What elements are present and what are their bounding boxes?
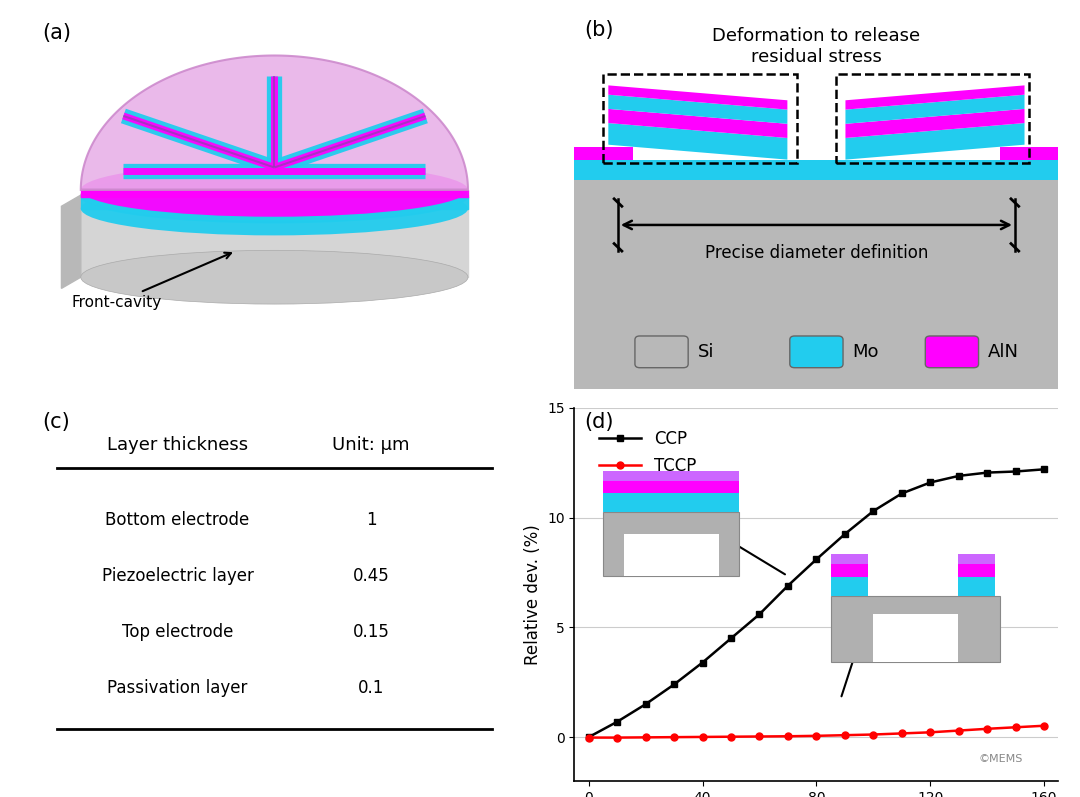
TCCP (953, 726, 966, 736)
Text: 1: 1 (366, 511, 377, 528)
Ellipse shape (81, 163, 468, 217)
Bar (624, 534, 718, 575)
Polygon shape (608, 95, 787, 124)
Bar (604, 481, 739, 493)
Bar (831, 554, 868, 564)
Text: (b): (b) (584, 20, 613, 40)
Bar (831, 564, 868, 576)
Ellipse shape (81, 250, 468, 304)
Polygon shape (62, 195, 81, 289)
CCP (582, 732, 595, 742)
Bar (604, 512, 739, 575)
Ellipse shape (81, 170, 468, 223)
Bar (604, 471, 739, 481)
TCCP (582, 732, 595, 742)
FancyBboxPatch shape (635, 336, 688, 367)
Text: (c): (c) (42, 411, 70, 431)
Text: ©MEMS: ©MEMS (978, 754, 1023, 764)
TCCP (697, 732, 710, 742)
Text: 0.1: 0.1 (357, 679, 384, 697)
Ellipse shape (81, 182, 468, 235)
Polygon shape (608, 85, 787, 110)
CCP (867, 506, 880, 516)
Polygon shape (608, 109, 787, 138)
CCP (725, 634, 738, 643)
Text: Precise diameter definition: Precise diameter definition (705, 244, 928, 261)
Line: TCCP: TCCP (585, 722, 1048, 741)
CCP (667, 680, 680, 689)
Text: Layer thickness: Layer thickness (107, 436, 248, 454)
Bar (958, 554, 996, 564)
CCP (1038, 465, 1051, 474)
Polygon shape (81, 56, 468, 190)
TCCP (610, 732, 623, 742)
TCCP (725, 732, 738, 741)
CCP (923, 477, 936, 487)
Bar (836, 74, 1029, 163)
CCP (838, 529, 851, 539)
Text: 0.15: 0.15 (353, 622, 390, 641)
Line: CCP: CCP (585, 465, 1048, 740)
FancyBboxPatch shape (789, 336, 843, 367)
FancyBboxPatch shape (926, 336, 978, 367)
Ellipse shape (81, 168, 468, 222)
Bar (958, 576, 996, 595)
Bar (958, 564, 996, 576)
CCP (895, 489, 908, 498)
Text: Passivation layer: Passivation layer (107, 679, 247, 697)
CCP (782, 581, 795, 591)
Text: Unit: μm: Unit: μm (333, 436, 410, 454)
CCP (953, 471, 966, 481)
Bar (831, 595, 1000, 662)
CCP (610, 717, 623, 727)
TCCP (1009, 723, 1022, 732)
Polygon shape (846, 95, 1025, 124)
Bar (575, 180, 1058, 389)
CCP (810, 555, 823, 564)
TCCP (753, 732, 766, 741)
TCCP (1038, 721, 1051, 731)
Legend: CCP, TCCP: CCP, TCCP (593, 424, 703, 481)
Polygon shape (846, 123, 1025, 159)
Polygon shape (846, 85, 1025, 110)
TCCP (782, 732, 795, 741)
TCCP (667, 732, 680, 742)
TCCP (810, 731, 823, 740)
TCCP (867, 730, 880, 740)
Text: (d): (d) (584, 411, 613, 431)
Text: Deformation to release
residual stress: Deformation to release residual stress (713, 27, 920, 66)
Polygon shape (846, 109, 1025, 138)
CCP (639, 700, 652, 709)
Bar (831, 576, 868, 595)
TCCP (923, 728, 936, 737)
CCP (697, 658, 710, 667)
Bar (1000, 147, 1058, 159)
Bar (575, 159, 1058, 180)
TCCP (639, 732, 652, 742)
TCCP (895, 728, 908, 738)
CCP (981, 468, 994, 477)
TCCP (981, 724, 994, 733)
Text: Si: Si (698, 343, 714, 361)
Text: Front-cavity: Front-cavity (71, 253, 231, 310)
TCCP (838, 730, 851, 740)
Polygon shape (608, 123, 787, 159)
Text: AlN: AlN (988, 343, 1020, 361)
Bar (604, 74, 797, 163)
Text: Mo: Mo (853, 343, 879, 361)
Text: Piezoelectric layer: Piezoelectric layer (102, 567, 254, 585)
CCP (753, 610, 766, 619)
Y-axis label: Relative dev. (%): Relative dev. (%) (524, 524, 541, 665)
Bar (575, 147, 633, 159)
Text: (a): (a) (42, 23, 71, 43)
Bar (874, 614, 958, 662)
CCP (1009, 467, 1022, 477)
Bar (604, 493, 739, 512)
Text: Top electrode: Top electrode (122, 622, 233, 641)
Text: 0.45: 0.45 (353, 567, 390, 585)
Text: Bottom electrode: Bottom electrode (106, 511, 249, 528)
